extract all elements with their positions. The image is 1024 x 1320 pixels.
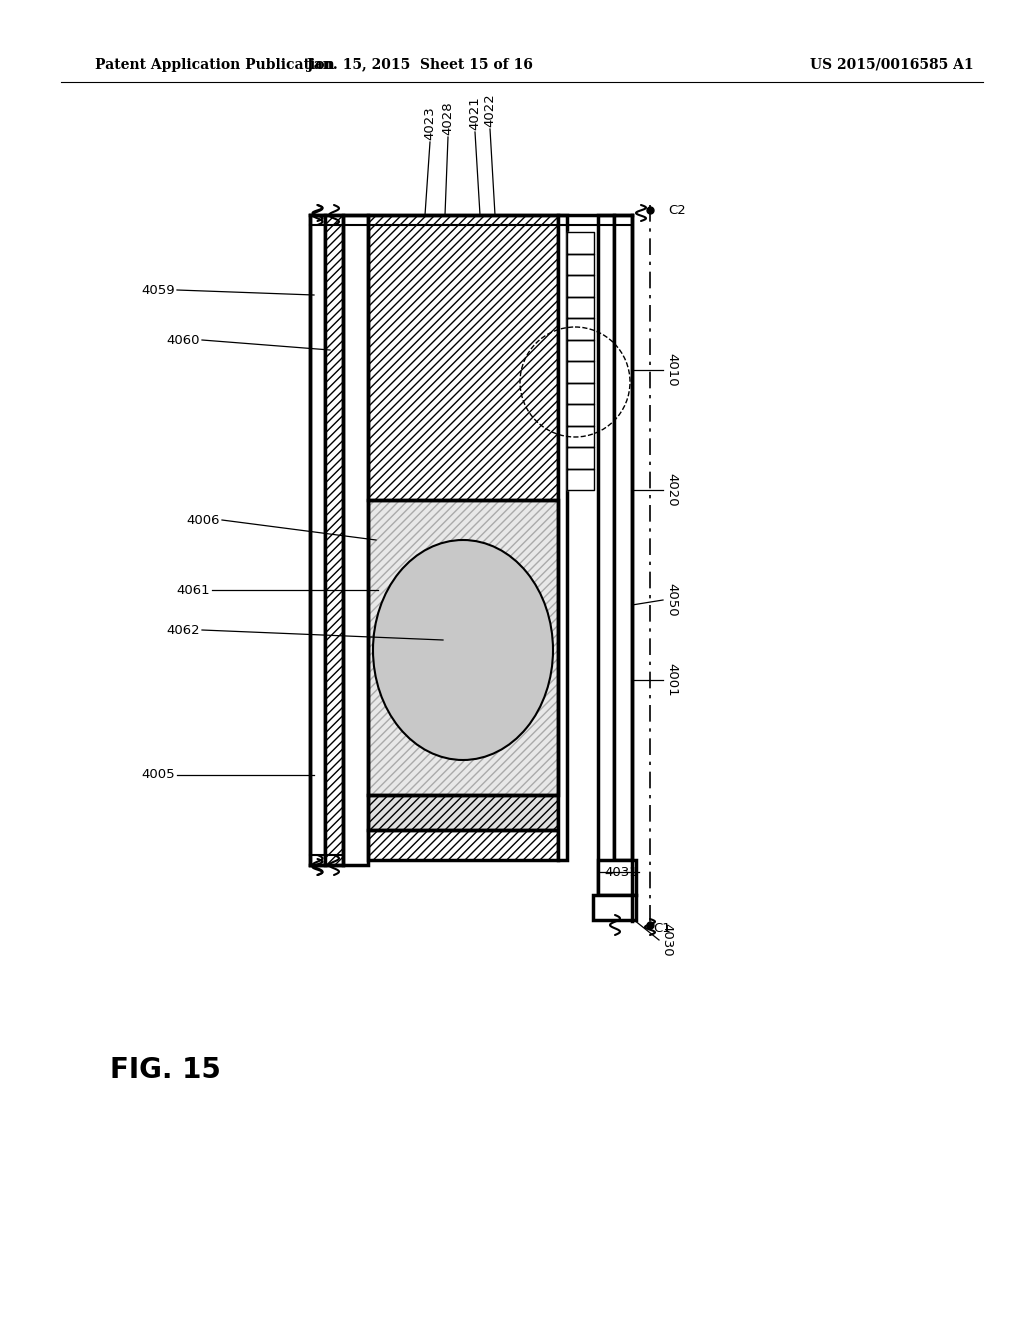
Text: Patent Application Publication: Patent Application Publication	[95, 58, 335, 73]
Text: 4022: 4022	[483, 94, 497, 127]
Text: 4010: 4010	[665, 354, 678, 387]
Text: 4020: 4020	[665, 473, 678, 507]
Bar	[368, 500, 558, 795]
Bar	[325, 215, 343, 865]
Text: 4006: 4006	[186, 513, 220, 527]
Text: C1: C1	[653, 921, 671, 935]
Bar	[368, 215, 558, 500]
Bar	[368, 830, 558, 861]
Bar	[368, 830, 558, 861]
Text: 4001: 4001	[665, 663, 678, 697]
Bar	[368, 795, 558, 830]
Text: 4021: 4021	[469, 96, 481, 129]
Ellipse shape	[373, 540, 553, 760]
Text: 4062: 4062	[166, 623, 200, 636]
Bar	[368, 500, 558, 795]
Text: 4061: 4061	[176, 583, 210, 597]
Bar	[343, 215, 368, 865]
Bar	[614, 215, 632, 861]
Bar	[310, 215, 325, 865]
Bar	[368, 795, 558, 830]
Bar	[325, 215, 343, 865]
Bar	[575, 232, 594, 490]
Text: 4060: 4060	[167, 334, 200, 346]
Text: US 2015/0016585 A1: US 2015/0016585 A1	[810, 58, 974, 73]
Text: 4023: 4023	[424, 106, 436, 140]
Bar	[593, 895, 636, 920]
Bar	[368, 215, 558, 500]
Text: 4059: 4059	[141, 284, 175, 297]
Text: 4050: 4050	[665, 583, 678, 616]
Text: Jan. 15, 2015  Sheet 15 of 16: Jan. 15, 2015 Sheet 15 of 16	[307, 58, 532, 73]
Bar	[598, 861, 636, 895]
Bar	[368, 500, 558, 795]
Bar	[598, 862, 636, 895]
Text: C2: C2	[668, 203, 686, 216]
Bar	[598, 215, 614, 895]
Text: 4030: 4030	[660, 923, 673, 957]
Bar	[558, 215, 567, 861]
Text: FIG. 15: FIG. 15	[110, 1056, 221, 1084]
Text: 4005: 4005	[141, 768, 175, 781]
Bar	[325, 215, 343, 865]
Polygon shape	[567, 232, 594, 490]
Text: 4031: 4031	[604, 866, 638, 879]
Text: 4028: 4028	[441, 102, 455, 135]
